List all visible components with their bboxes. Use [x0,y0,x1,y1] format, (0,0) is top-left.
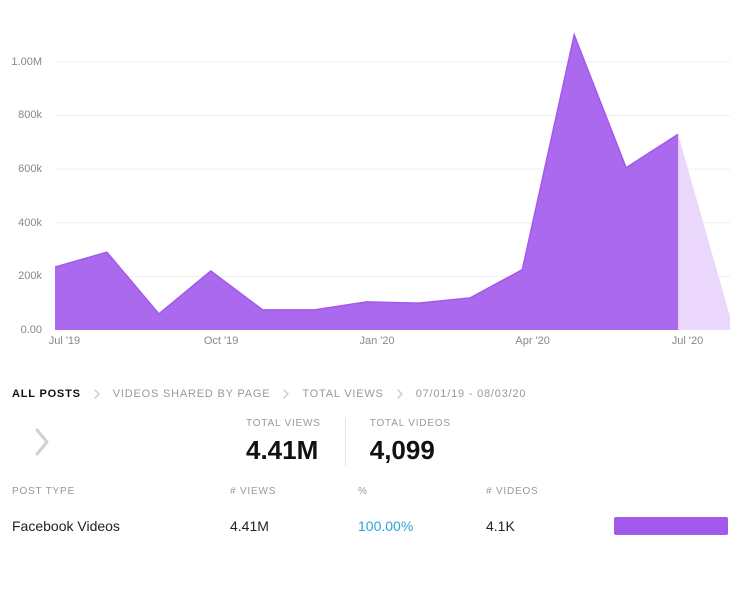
chevron-right-icon [282,389,290,399]
y-tick-label: 800k [18,109,42,121]
chart-plot-area [55,10,730,330]
y-tick-label: 400k [18,217,42,229]
col-header-post-type: POST TYPE [12,486,222,497]
back-button[interactable] [12,426,72,458]
chevron-right-icon [93,389,101,399]
x-tick-label: Oct '19 [204,335,239,347]
x-tick-label: Jul '20 [672,335,703,347]
col-header-views: # VIEWS [230,486,350,497]
y-tick-label: 200k [18,270,42,282]
y-axis-labels: 0.00200k400k600k800k1.00M [0,10,50,330]
bar-fill [614,517,728,535]
cell-videos: 4.1K [486,518,606,534]
x-tick-label: Jul '19 [49,335,80,347]
y-tick-label: 1.00M [11,56,42,68]
cell-pct: 100.00% [358,518,478,534]
metric-value: 4,099 [370,435,451,466]
metric-total-views: TOTAL VIEWS 4.41M [222,418,345,466]
y-tick-label: 0.00 [21,324,42,336]
col-header-pct: % [358,486,478,497]
breadcrumb-item[interactable]: TOTAL VIEWS [302,388,383,400]
chart-container: 0.00 200k 400k 600k 800k 1.00M Jul '19 Oct '19… [0,0,740,360]
metric-label: TOTAL VIDEOS [370,418,451,429]
cell-bar [614,517,728,535]
stats-table: POST TYPE # VIEWS % # VIDEOS Facebook Vi… [0,486,740,541]
cell-views: 4.41M [230,518,350,534]
table-header-row: POST TYPE # VIEWS % # VIDEOS [12,486,728,511]
breadcrumb: ALL POSTS VIDEOS SHARED BY PAGE TOTAL VI… [0,360,740,418]
table-row[interactable]: Facebook Videos 4.41M 100.00% 4.1K [12,511,728,541]
x-tick-label: Jan '20 [360,335,395,347]
chevron-right-icon [396,389,404,399]
metric-value: 4.41M [246,435,321,466]
metric-total-videos: TOTAL VIDEOS 4,099 [345,418,475,466]
breadcrumb-item[interactable]: VIDEOS SHARED BY PAGE [113,388,271,400]
metrics-row: TOTAL VIEWS 4.41M TOTAL VIDEOS 4,099 [0,418,740,486]
breadcrumb-item[interactable]: 07/01/19 - 08/03/20 [416,388,527,400]
area-chart-svg [55,10,730,330]
cell-post-type: Facebook Videos [12,518,222,534]
y-tick-label: 600k [18,163,42,175]
metric-label: TOTAL VIEWS [246,418,321,429]
chevron-right-icon [32,426,52,458]
x-tick-label: Apr '20 [515,335,550,347]
x-axis-labels: Jul '19Oct '19Jan '20Apr '20Jul '20 [55,335,730,355]
breadcrumb-item[interactable]: ALL POSTS [12,388,81,400]
col-header-videos: # VIDEOS [486,486,606,497]
